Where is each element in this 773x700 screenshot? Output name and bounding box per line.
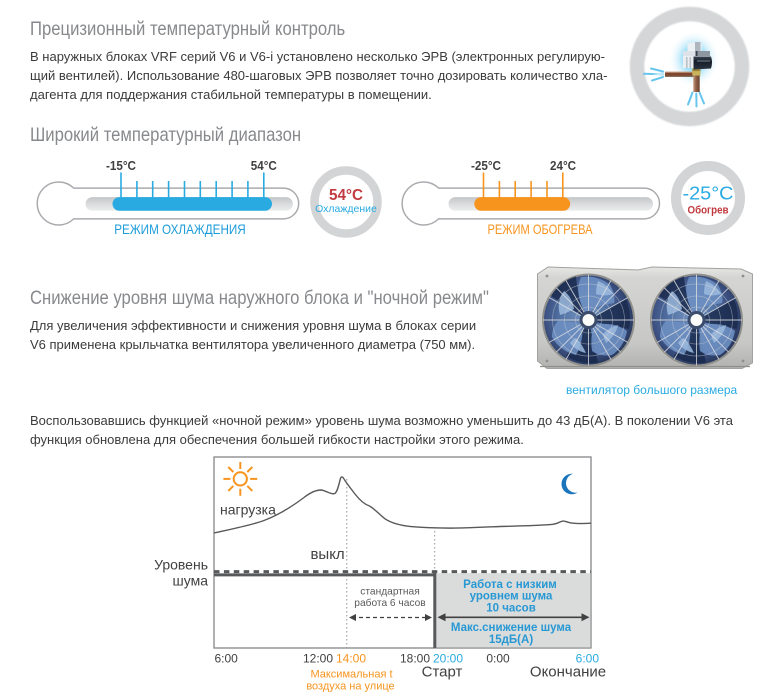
svg-text:6:00: 6:00: [576, 652, 600, 666]
svg-text:шума: шума: [173, 573, 209, 589]
svg-text:-25°C: -25°C: [683, 184, 734, 204]
svg-text:15дБ(А): 15дБ(А): [489, 634, 533, 646]
svg-text:18:00: 18:00: [400, 652, 430, 666]
svg-text:-25°C: -25°C: [471, 159, 501, 173]
svg-text:0:00: 0:00: [486, 652, 510, 666]
svg-text:уровнем шума: уровнем шума: [470, 591, 553, 603]
svg-text:Старт: Старт: [422, 664, 463, 681]
svg-text:12:00: 12:00: [303, 652, 333, 666]
svg-text:Макс.снижение шума: Макс.снижение шума: [451, 622, 572, 634]
svg-text:РЕЖИМ ОХЛАЖДЕНИЯ: РЕЖИМ ОХЛАЖДЕНИЯ: [114, 221, 246, 237]
svg-text:10 часов: 10 часов: [486, 603, 536, 615]
svg-text:14:00: 14:00: [336, 652, 366, 666]
svg-text:Обогрев: Обогрев: [688, 205, 729, 217]
svg-text:Максимальная t: Максимальная t: [310, 669, 392, 681]
svg-text:стандартная: стандартная: [360, 587, 419, 598]
svg-text:54°C: 54°C: [251, 159, 277, 173]
svg-text:Работа с низким: Работа с низким: [463, 579, 557, 591]
svg-text:воздуха на улице: воздуха на улице: [306, 681, 394, 693]
svg-text:выкл: выкл: [310, 546, 344, 563]
svg-text:работа 6 часов: работа 6 часов: [354, 597, 425, 609]
svg-text:20:00: 20:00: [433, 652, 463, 666]
svg-text:Охлаждение: Охлаждение: [315, 203, 377, 215]
svg-text:РЕЖИМ ОБОГРЕВА: РЕЖИМ ОБОГРЕВА: [488, 221, 594, 237]
svg-text:54°C: 54°C: [329, 187, 363, 204]
svg-text:Окончание: Окончание: [530, 664, 606, 681]
svg-text:Уровень: Уровень: [154, 557, 208, 573]
svg-text:нагрузка: нагрузка: [220, 502, 276, 518]
svg-text:6:00: 6:00: [215, 652, 239, 666]
svg-text:24°C: 24°C: [550, 159, 576, 173]
svg-text:-15°C: -15°C: [106, 159, 136, 173]
